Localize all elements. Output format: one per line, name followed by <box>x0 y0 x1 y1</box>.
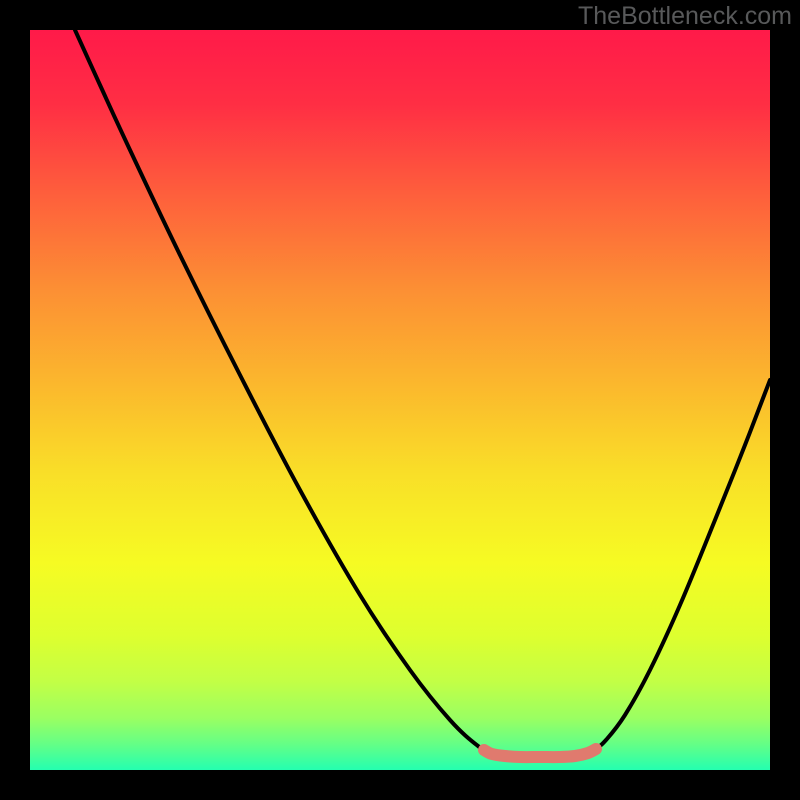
chart-frame: TheBottleneck.com <box>0 0 800 800</box>
watermark-text: TheBottleneck.com <box>578 2 792 31</box>
plot-area <box>30 30 770 770</box>
bottleneck-curve <box>30 30 770 770</box>
